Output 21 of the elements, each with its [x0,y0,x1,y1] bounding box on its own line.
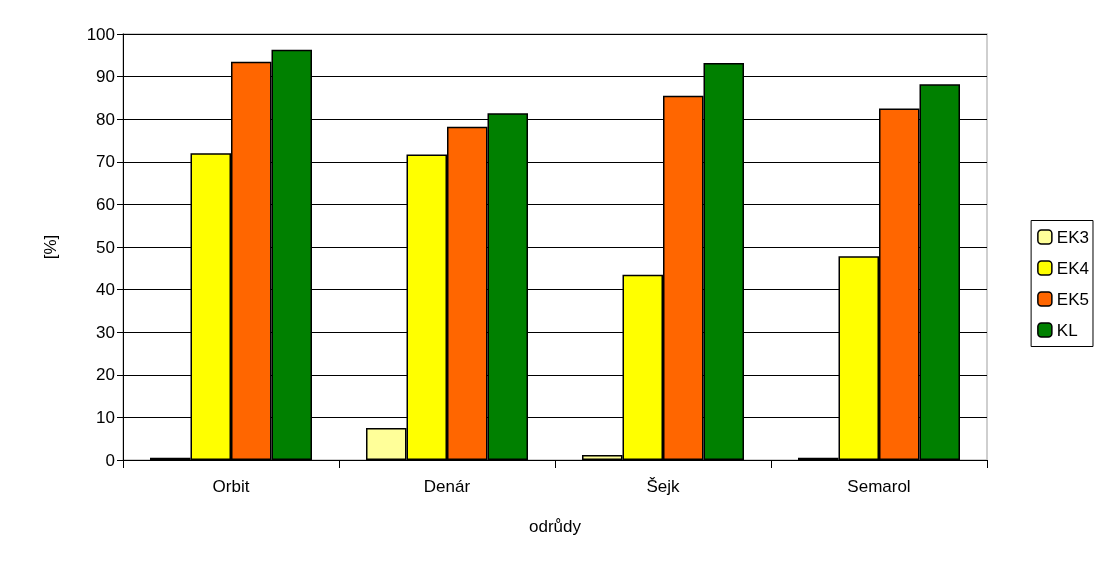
legend-label: EK5 [1056,289,1090,309]
x-tick-label: Šejk [646,477,681,496]
y-tick-label: 0 [105,450,115,470]
y-tick-label: 70 [96,152,115,172]
y-tick-label: 10 [96,407,115,427]
y-tick-label: 100 [86,24,115,44]
y-tick-label: 80 [96,109,115,129]
x-tick-label: Denár [423,477,471,496]
x-tick-label: Orbit [212,477,250,496]
y-tick-label: 60 [96,194,115,214]
legend-label: EK4 [1056,258,1090,278]
x-axis-title: odrůdy [529,517,582,536]
y-axis-title: [%] [41,234,60,260]
y-tick-label: 20 [96,365,115,385]
y-tick-label: 50 [96,237,115,257]
legend-label: KL [1056,320,1078,340]
y-tick-label: 30 [96,322,115,342]
y-tick-label: 90 [96,67,115,87]
legend-label: EK3 [1056,227,1090,247]
y-tick-label: 40 [96,280,115,300]
x-tick-label: Semarol [847,477,911,496]
